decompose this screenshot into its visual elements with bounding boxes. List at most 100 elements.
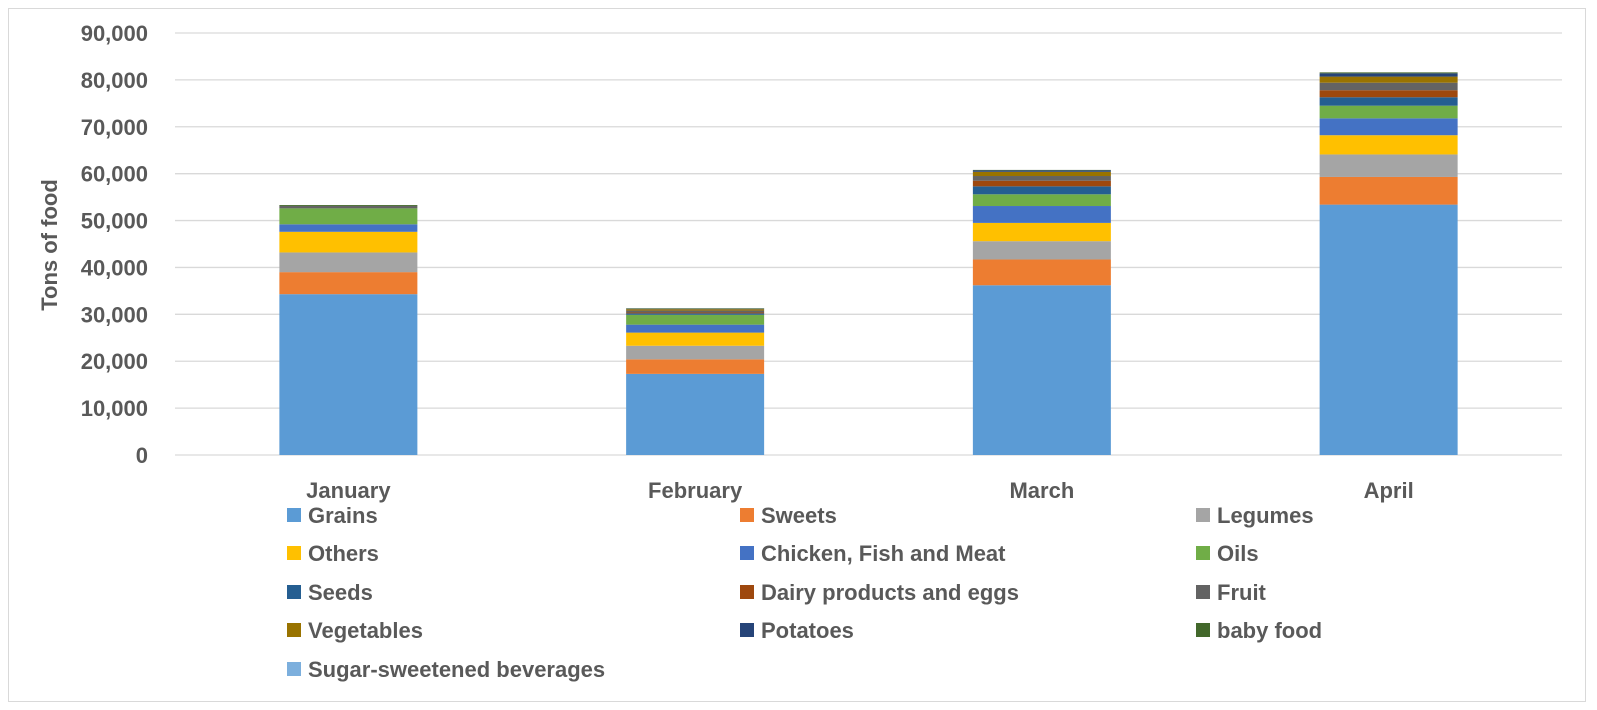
legend-label: baby food — [1217, 618, 1322, 643]
legend-swatch — [740, 623, 754, 637]
legend-item: Seeds — [287, 580, 373, 605]
y-axis-ticks: 0 10,000 20,000 30,000 40,000 50,000 60,000 70,… — [81, 21, 148, 468]
bar-segment — [1319, 73, 1458, 77]
bar-segment — [972, 170, 1111, 172]
bars — [279, 72, 1458, 455]
legend-label: Sweets — [761, 503, 837, 528]
bar-segment — [972, 180, 1111, 187]
bar-segment — [972, 285, 1111, 455]
bar-segment — [279, 208, 418, 225]
legend-swatch — [1196, 546, 1210, 560]
legend-label: Legumes — [1217, 503, 1314, 528]
legend-label: Chicken, Fish and Meat — [761, 541, 1006, 566]
y-tick-label: 30,000 — [81, 302, 148, 327]
bar-segment — [626, 312, 765, 314]
legend-label: Seeds — [308, 580, 373, 605]
bar-segment — [1319, 135, 1458, 155]
legend-swatch — [740, 585, 754, 599]
bar-segment — [626, 309, 765, 311]
bar-segment — [1319, 90, 1458, 98]
y-tick-label: 70,000 — [81, 115, 148, 140]
bar-segment — [1319, 82, 1458, 91]
y-tick-label: 40,000 — [81, 255, 148, 280]
bar-segment — [279, 206, 418, 209]
legend-item: Chicken, Fish and Meat — [740, 541, 1006, 566]
bar-segment — [972, 206, 1111, 223]
bar-segment — [972, 171, 1111, 177]
legend-label: Oils — [1217, 541, 1259, 566]
x-axis-categories: January February March April — [306, 478, 1414, 503]
legend-item: Legumes — [1196, 503, 1314, 528]
legend-swatch — [1196, 508, 1210, 522]
bar-segment — [972, 259, 1111, 286]
legend-item: Sweets — [740, 503, 837, 528]
legend-swatch — [287, 585, 301, 599]
bar-segment — [626, 324, 765, 333]
bar-segment — [626, 345, 765, 360]
bar-segment — [279, 224, 418, 232]
legend-item: Others — [287, 541, 379, 566]
bar-segment — [1319, 105, 1458, 119]
legend-swatch — [740, 508, 754, 522]
x-category-label: March — [1009, 478, 1074, 503]
y-tick-label: 80,000 — [81, 68, 148, 93]
legend-label: Sugar-sweetened beverages — [308, 657, 605, 682]
legend-item: Fruit — [1196, 580, 1267, 605]
legend-swatch — [740, 546, 754, 560]
y-tick-label: 20,000 — [81, 349, 148, 374]
legend-label: Vegetables — [308, 618, 423, 643]
legend-label: Grains — [308, 503, 378, 528]
bar-segment — [279, 294, 418, 455]
legend-label: Others — [308, 541, 379, 566]
bar-segment — [626, 310, 765, 313]
legend-swatch — [287, 623, 301, 637]
bar-segment — [972, 222, 1111, 242]
legend-label: Fruit — [1217, 580, 1267, 605]
legend-item: Sugar-sweetened beverages — [287, 657, 605, 682]
bar-segment — [1319, 118, 1458, 136]
legend-swatch — [287, 508, 301, 522]
bar-segment — [972, 241, 1111, 260]
legend-item: Oils — [1196, 541, 1259, 566]
bar-segment — [626, 359, 765, 374]
bar-segment — [279, 205, 418, 207]
bar-segment — [279, 252, 418, 273]
legend-label: Potatoes — [761, 618, 854, 643]
legend-swatch — [287, 546, 301, 560]
x-category-label: February — [648, 478, 743, 503]
y-tick-label: 90,000 — [81, 21, 148, 46]
bar-segment — [972, 194, 1111, 207]
bar-segment — [1319, 204, 1458, 455]
bar-segment — [626, 314, 765, 325]
bar-segment — [1319, 97, 1458, 106]
y-tick-label: 50,000 — [81, 209, 148, 234]
y-axis-title: Tons of food — [37, 179, 62, 311]
bar-segment — [972, 186, 1111, 195]
legend-item: baby food — [1196, 618, 1322, 643]
bar-segment — [972, 176, 1111, 181]
bar-segment — [279, 231, 418, 253]
legend: Grains Sweets Legumes Others Chicken, Fish a… — [287, 503, 1322, 682]
bar-segment — [626, 373, 765, 455]
bar-segment — [1319, 76, 1458, 83]
x-category-label: January — [306, 478, 391, 503]
bar-segment — [279, 272, 418, 295]
legend-item: Potatoes — [740, 618, 854, 643]
legend-item: Grains — [287, 503, 378, 528]
y-tick-label: 0 — [136, 443, 148, 468]
x-category-label: April — [1364, 478, 1414, 503]
bar-segment — [626, 313, 765, 315]
bar-segment — [1319, 72, 1458, 74]
legend-item: Vegetables — [287, 618, 423, 643]
bar-segment — [626, 332, 765, 346]
y-tick-label: 60,000 — [81, 162, 148, 187]
bar-segment — [1319, 154, 1458, 177]
legend-swatch — [287, 662, 301, 676]
legend-label: Dairy products and eggs — [761, 580, 1019, 605]
legend-swatch — [1196, 623, 1210, 637]
legend-item: Dairy products and eggs — [740, 580, 1019, 605]
bar-segment — [1319, 176, 1458, 205]
legend-swatch — [1196, 585, 1210, 599]
y-tick-label: 10,000 — [81, 396, 148, 421]
